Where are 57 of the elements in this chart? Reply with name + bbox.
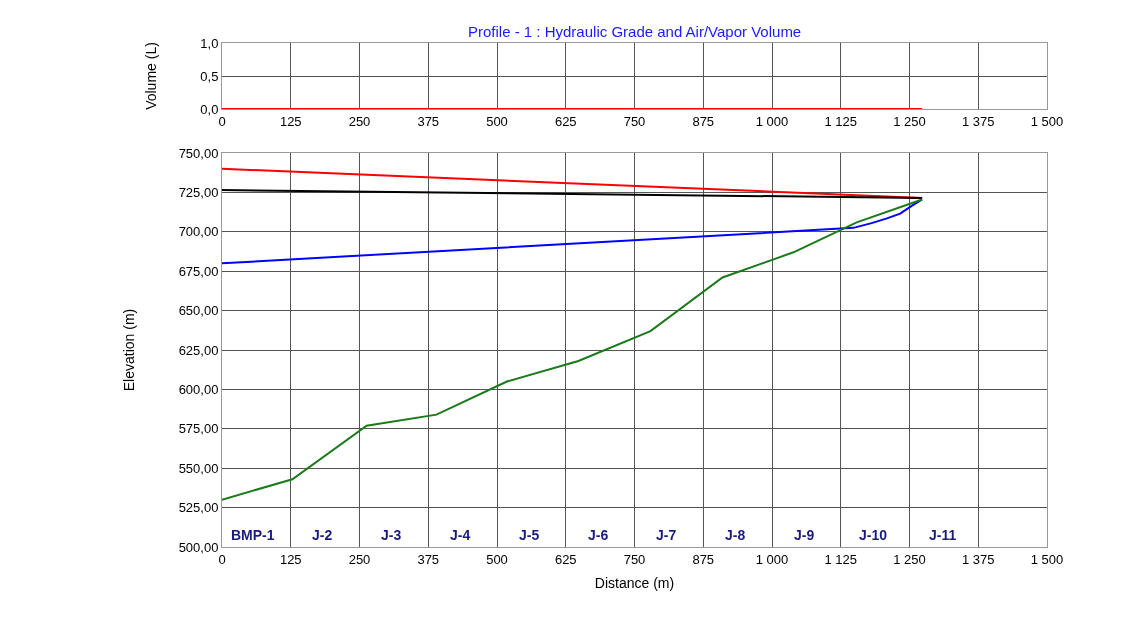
x-tick-label: 0 xyxy=(218,113,226,129)
x-tick-label: 500 xyxy=(486,113,508,129)
x-tick-label: 1 000 xyxy=(755,551,789,567)
x-tick-label: 375 xyxy=(417,551,440,567)
y-axis-title: Elevation (m) xyxy=(121,308,138,392)
x-tick-label: 625 xyxy=(554,551,577,567)
x-tick-label: 125 xyxy=(279,551,302,567)
x-tick-label: 1 500 xyxy=(1030,113,1064,129)
y-tick-label: 550,00 xyxy=(178,460,219,476)
annotation: J-7 xyxy=(656,527,677,543)
x-tick-label: 1 250 xyxy=(893,551,926,567)
x-tick-label: 1 000 xyxy=(755,113,789,129)
x-tick-label: 1 125 xyxy=(824,113,858,129)
x-tick-label: 875 xyxy=(692,551,715,567)
x-tick-label: 1 125 xyxy=(824,551,858,567)
annotation: J-5 xyxy=(519,527,540,543)
x-tick-label: 1 375 xyxy=(961,551,995,567)
x-axis-title: Distance (m) xyxy=(594,574,675,591)
y-tick-label: 750,00 xyxy=(178,145,219,161)
x-tick-label: 375 xyxy=(417,113,440,129)
annotation: J-8 xyxy=(725,527,746,543)
annotation: J-6 xyxy=(588,527,609,543)
x-tick-label: 1 375 xyxy=(961,113,995,129)
x-tick-label: 1 500 xyxy=(1030,551,1064,567)
y-tick-label: 1,0 xyxy=(200,35,219,51)
annotation: J-10 xyxy=(859,527,888,543)
annotation: J-9 xyxy=(794,527,815,543)
annotation: BMP-1 xyxy=(231,527,275,543)
x-tick-label: 500 xyxy=(486,551,508,567)
y-axis-title: Volume (L) xyxy=(142,42,159,110)
y-tick-label: 525,00 xyxy=(178,500,219,516)
x-tick-label: 125 xyxy=(279,113,302,129)
x-tick-label: 625 xyxy=(554,113,577,129)
annotation: J-4 xyxy=(450,527,471,543)
x-tick-label: 875 xyxy=(692,113,715,129)
y-tick-label: 0,5 xyxy=(200,68,219,84)
y-tick-label: 500,00 xyxy=(178,539,219,555)
y-tick-label: 600,00 xyxy=(178,381,219,397)
line-series xyxy=(222,198,924,265)
x-tick-label: 250 xyxy=(348,113,371,129)
y-tick-label: 700,00 xyxy=(178,224,219,240)
y-tick-label: 625,00 xyxy=(178,342,219,358)
x-tick-label: 250 xyxy=(348,551,371,567)
y-tick-label: 575,00 xyxy=(178,421,219,437)
chart-title: Profile - 1 : Hydraulic Grade and Air/Vapor Volume xyxy=(468,23,802,40)
y-tick-label: 725,00 xyxy=(178,184,219,200)
x-tick-label: 0 xyxy=(218,551,226,567)
x-tick-label: 1 250 xyxy=(893,113,926,129)
y-tick-label: 675,00 xyxy=(178,263,219,279)
annotation: J-11 xyxy=(929,527,957,543)
y-tick-label: 0,0 xyxy=(200,101,219,117)
x-tick-label: 750 xyxy=(623,551,646,567)
x-tick-label: 750 xyxy=(623,113,646,129)
annotation: J-2 xyxy=(312,527,333,543)
y-tick-label: 650,00 xyxy=(178,303,219,319)
annotation: J-3 xyxy=(381,527,402,543)
line-series xyxy=(222,198,924,501)
